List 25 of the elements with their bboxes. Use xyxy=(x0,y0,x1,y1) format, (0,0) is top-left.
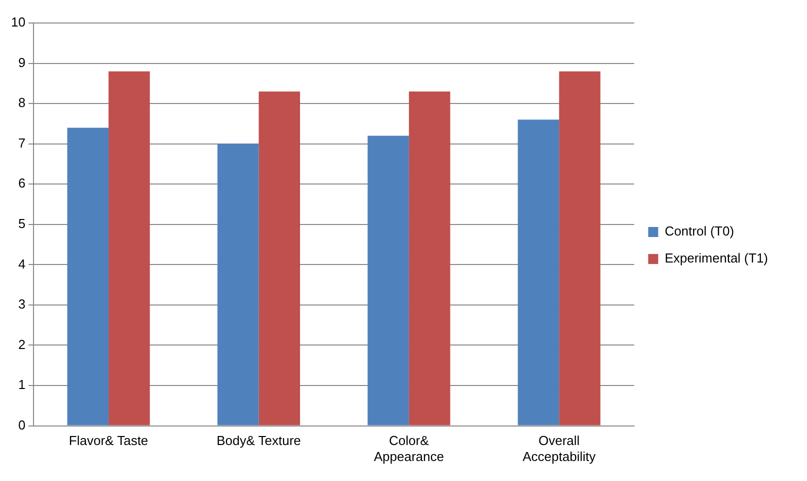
y-tick-label: 0 xyxy=(18,417,26,432)
bar xyxy=(408,91,450,426)
y-tick-label: 5 xyxy=(18,216,26,231)
y-tick-label: 8 xyxy=(18,95,26,110)
bar xyxy=(258,91,300,426)
bar xyxy=(217,144,259,426)
x-tick-label: Overall Acceptability xyxy=(522,433,596,464)
x-tick-label: Flavor& Taste xyxy=(68,433,148,448)
y-tick-label: 3 xyxy=(18,296,26,312)
y-tick-label: 2 xyxy=(18,336,26,352)
legend-label: Control (T0) xyxy=(664,224,734,239)
legend-label: Experimental (T1) xyxy=(664,250,768,266)
y-tick-label: 7 xyxy=(18,135,26,150)
bar xyxy=(368,136,409,426)
y-tick-label: 1 xyxy=(18,377,26,392)
bar xyxy=(67,128,109,426)
bar xyxy=(559,71,600,426)
y-tick-label: 4 xyxy=(18,256,26,272)
y-tick-label: 9 xyxy=(18,54,26,70)
x-tick-label: Body& Texture xyxy=(216,433,301,448)
bar xyxy=(108,71,150,426)
bar xyxy=(518,120,560,426)
y-tick-label: 6 xyxy=(18,176,26,191)
x-tick-label: Color& Appearance xyxy=(374,433,444,464)
y-tick-label: 10 xyxy=(10,14,26,30)
